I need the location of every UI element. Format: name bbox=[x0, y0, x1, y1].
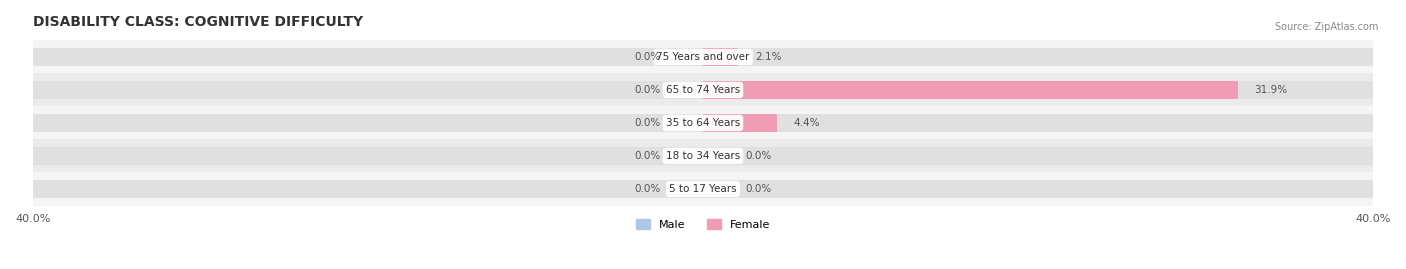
Bar bbox=[32, 114, 1374, 132]
Text: DISABILITY CLASS: COGNITIVE DIFFICULTY: DISABILITY CLASS: COGNITIVE DIFFICULTY bbox=[32, 15, 363, 29]
Text: 2.1%: 2.1% bbox=[755, 52, 782, 62]
Bar bbox=[703, 81, 1237, 99]
Bar bbox=[32, 147, 1374, 165]
Text: 65 to 74 Years: 65 to 74 Years bbox=[666, 85, 740, 95]
Bar bbox=[32, 81, 1374, 99]
Text: 0.0%: 0.0% bbox=[636, 184, 661, 194]
Bar bbox=[32, 73, 1374, 107]
Text: Source: ZipAtlas.com: Source: ZipAtlas.com bbox=[1274, 22, 1378, 31]
Text: 35 to 64 Years: 35 to 64 Years bbox=[666, 118, 740, 128]
Text: 4.4%: 4.4% bbox=[793, 118, 820, 128]
Bar bbox=[703, 48, 738, 66]
Text: 18 to 34 Years: 18 to 34 Years bbox=[666, 151, 740, 161]
Bar bbox=[703, 114, 776, 132]
Text: 0.0%: 0.0% bbox=[636, 151, 661, 161]
Text: 75 Years and over: 75 Years and over bbox=[657, 52, 749, 62]
Bar bbox=[32, 40, 1374, 73]
Text: 31.9%: 31.9% bbox=[1254, 85, 1288, 95]
Bar bbox=[32, 48, 1374, 66]
Text: 5 to 17 Years: 5 to 17 Years bbox=[669, 184, 737, 194]
Legend: Male, Female: Male, Female bbox=[631, 214, 775, 234]
Text: 0.0%: 0.0% bbox=[636, 52, 661, 62]
Text: 0.0%: 0.0% bbox=[636, 85, 661, 95]
Bar bbox=[32, 140, 1374, 172]
Text: 0.0%: 0.0% bbox=[636, 118, 661, 128]
Bar bbox=[32, 172, 1374, 206]
Text: 0.0%: 0.0% bbox=[745, 151, 770, 161]
Bar bbox=[32, 180, 1374, 198]
Text: 0.0%: 0.0% bbox=[745, 184, 770, 194]
Bar bbox=[32, 107, 1374, 140]
